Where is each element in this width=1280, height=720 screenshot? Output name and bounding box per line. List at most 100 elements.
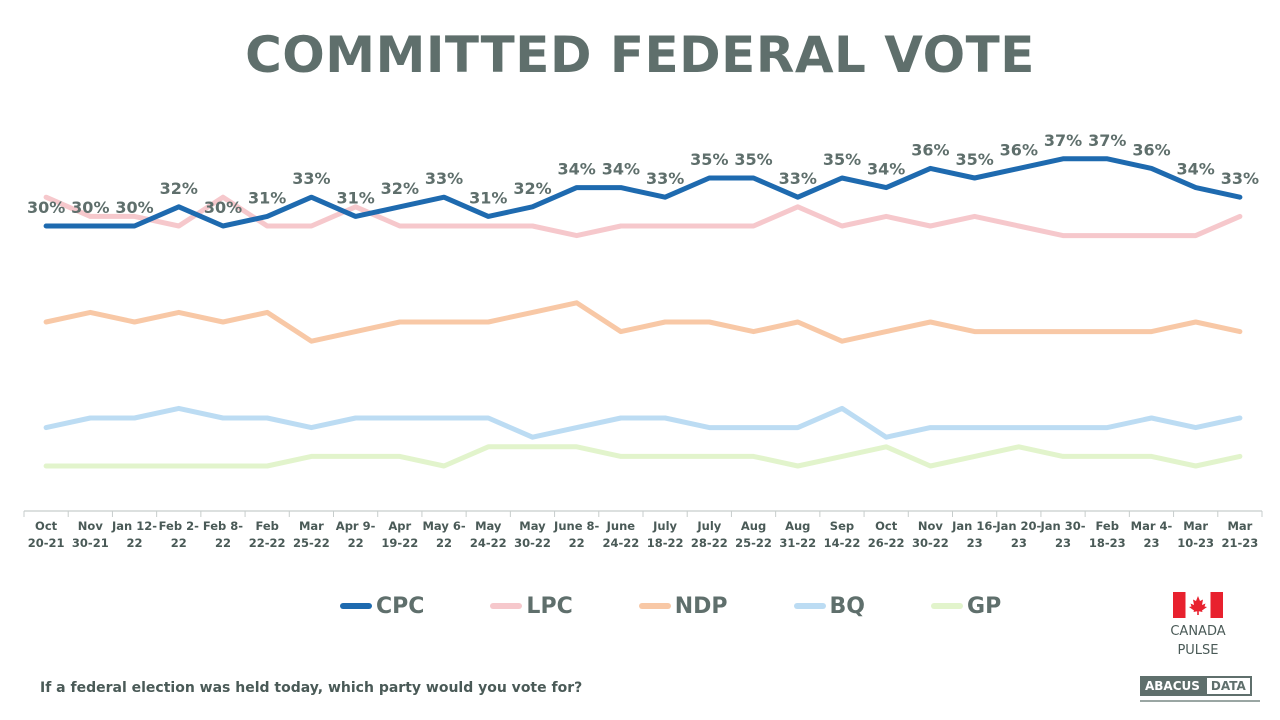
- x-tick-label: Oct: [35, 519, 58, 533]
- x-tick-label: 30-21: [72, 536, 109, 550]
- x-tick-label: 10-23: [1177, 536, 1214, 550]
- series-line-bq: [43, 405, 1243, 440]
- data-label-cpc: 35%: [690, 150, 728, 169]
- data-label-cpc: 37%: [1088, 131, 1126, 150]
- survey-question: If a federal election was held today, wh…: [40, 680, 583, 696]
- x-tick-label: Feb 2-: [159, 519, 199, 533]
- x-tick-label: 23: [1143, 536, 1159, 550]
- data-label-cpc: 34%: [867, 160, 905, 179]
- x-tick-label: May 6-: [422, 519, 465, 533]
- data-label-cpc: 36%: [1000, 140, 1038, 159]
- x-tick-label: 23: [1055, 536, 1071, 550]
- data-label-cpc: 33%: [646, 169, 684, 188]
- legend-swatch: [931, 603, 964, 609]
- data-label-cpc: 31%: [248, 188, 286, 207]
- x-tick-label: 18-23: [1089, 536, 1126, 550]
- legend-label: BQ: [829, 593, 866, 619]
- series-line-cpc: [43, 156, 1243, 229]
- data-label-cpc: 32%: [513, 179, 551, 198]
- x-tick-label: July: [652, 519, 677, 533]
- data-label-cpc: 35%: [955, 150, 993, 169]
- brand-underline: [1140, 700, 1260, 702]
- legend: CPC LPC NDP BQ GP: [340, 590, 1067, 622]
- x-tick-label: 31-22: [779, 536, 816, 550]
- x-tick-label: Aug: [785, 519, 810, 533]
- x-tick-label: 21-23: [1222, 536, 1259, 550]
- canada-flag-icon: [1173, 592, 1223, 618]
- legend-item-cpc: CPC: [340, 594, 424, 619]
- legend-item-bq: BQ: [793, 593, 866, 619]
- x-tick-label: 22: [436, 536, 452, 550]
- data-label-cpc: 35%: [823, 150, 861, 169]
- x-tick-label: Mar: [1183, 519, 1208, 533]
- data-label-cpc: 36%: [911, 140, 949, 159]
- x-tick-label: Jan 30-: [1040, 519, 1086, 533]
- legend-label: CPC: [376, 593, 425, 619]
- x-tick-label: Aug: [741, 519, 766, 533]
- legend-swatch: [340, 603, 372, 609]
- data-label-cpc: 30%: [204, 198, 242, 217]
- data-label-cpc: 34%: [602, 160, 640, 179]
- data-label-cpc: 36%: [1132, 140, 1170, 159]
- data-label-cpc: 34%: [558, 160, 596, 179]
- x-tick-label: 25-22: [293, 536, 330, 550]
- x-tick-label: June 8-: [553, 519, 599, 533]
- legend-swatch: [793, 603, 826, 609]
- legend-label: NDP: [674, 593, 728, 619]
- legend-swatch: [638, 603, 671, 609]
- canada-pulse-logo: CANADA PULSE: [1158, 592, 1238, 660]
- x-tick-label: 22: [348, 536, 364, 550]
- data-label-cpc: 34%: [1177, 160, 1215, 179]
- x-tick-label: 22: [127, 536, 143, 550]
- data-label-cpc: 31%: [469, 188, 507, 207]
- x-tick-label: July: [696, 519, 721, 533]
- x-tick-label: Jan 12-: [111, 519, 157, 533]
- data-label-cpc: 32%: [160, 179, 198, 198]
- x-tick-label: 19-22: [381, 536, 418, 550]
- series-lines: [43, 156, 1243, 469]
- data-label-cpc: 30%: [27, 198, 65, 217]
- legend-item-lpc: LPC: [490, 594, 573, 619]
- x-tick-label: 14-22: [824, 536, 861, 550]
- legend-label: GP: [967, 593, 1002, 619]
- x-tick-label: Feb: [1096, 519, 1119, 533]
- data-label-cpc: 30%: [115, 198, 153, 217]
- x-tick-label: 25-22: [735, 536, 772, 550]
- x-tick-label: Jan 20-: [995, 519, 1041, 533]
- legend-item-gp: GP: [931, 594, 1001, 619]
- x-tick-label: 22: [171, 536, 187, 550]
- x-tick-label: Sep: [830, 519, 854, 533]
- series-line-lpc: [43, 194, 1243, 239]
- x-tick-label: May: [475, 519, 502, 533]
- x-tick-label: Nov: [918, 519, 944, 533]
- x-tick-label: Apr: [388, 519, 411, 533]
- data-labels: 30% 30% 30% 32% 30% 31% 33% 31% 32% 33% 31% 32% 34% 3…: [27, 131, 1259, 217]
- data-label-cpc: 30%: [71, 198, 109, 217]
- x-tick-label: 28-22: [691, 536, 728, 550]
- data-label-cpc: 33%: [292, 169, 330, 188]
- x-tick-label: Feb 8-: [203, 519, 243, 533]
- abacus-data-logo: ABACUS DATA: [1140, 676, 1252, 696]
- x-tick-label: 22-22: [249, 536, 286, 550]
- logo-line-1: CANADA: [1170, 624, 1226, 639]
- x-tick-label: Nov: [78, 519, 104, 533]
- x-tick-label: Mar 4-: [1131, 519, 1173, 533]
- x-tick-label: 24-22: [470, 536, 507, 550]
- x-tick-label: Apr 9-: [336, 519, 376, 533]
- data-label-cpc: 33%: [1221, 169, 1259, 188]
- legend-swatch: [490, 603, 523, 609]
- data-label-cpc: 33%: [425, 169, 463, 188]
- series-line-gp: [43, 444, 1243, 469]
- x-tick-label: 23: [1011, 536, 1027, 550]
- chart-title: COMMITTED FEDERAL VOTE: [245, 26, 1035, 84]
- x-tick-label: 22: [215, 536, 231, 550]
- data-label-cpc: 33%: [779, 169, 817, 188]
- data-label-cpc: 37%: [1044, 131, 1082, 150]
- x-tick-label: 23: [967, 536, 983, 550]
- brand-part-1: ABACUS: [1140, 676, 1205, 696]
- x-tick-label: 22: [569, 536, 585, 550]
- legend-item-ndp: NDP: [638, 593, 728, 619]
- data-label-cpc: 35%: [734, 150, 772, 169]
- brand-part-2: DATA: [1204, 676, 1252, 696]
